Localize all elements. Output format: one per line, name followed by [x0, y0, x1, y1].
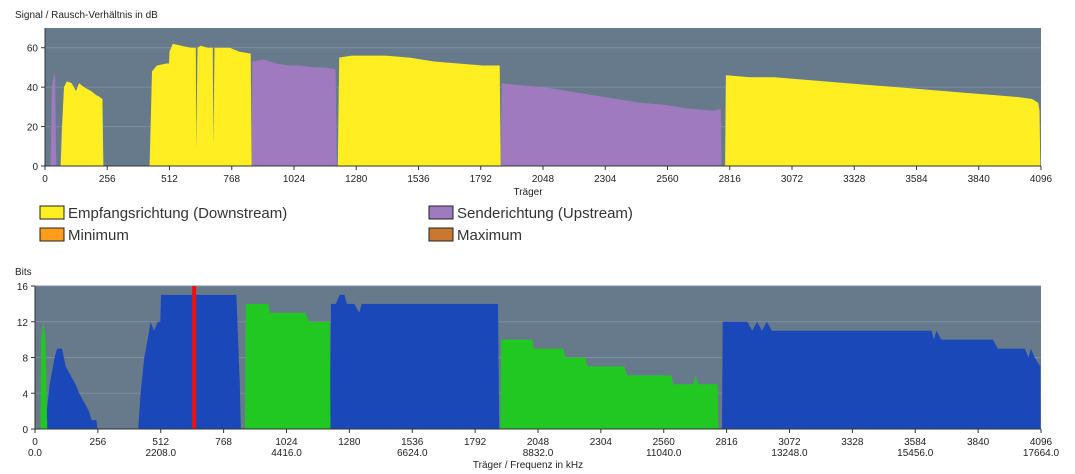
x-freq-tick-label: 15456.0	[897, 448, 934, 459]
series-0-area-1	[138, 294, 241, 429]
x-tick-label: 2560	[653, 437, 676, 448]
x-tick-label: 1792	[470, 174, 493, 185]
x-freq-tick-label: 4416.0	[271, 448, 302, 459]
y-tick-label: 8	[22, 354, 28, 365]
snr-chart-title: Signal / Rausch-Verhältnis in dB	[15, 10, 158, 21]
x-tick-label: 512	[152, 437, 169, 448]
x-tick-label: 256	[90, 437, 107, 448]
x-tick-label: 512	[161, 174, 178, 185]
x-tick-label: 2304	[590, 437, 613, 448]
x-freq-tick-label: 6624.0	[397, 448, 428, 459]
y-tick-label: 40	[27, 83, 39, 94]
series-0-area-3	[725, 75, 1041, 166]
snr-series-areas	[50, 43, 1041, 166]
snr-x-axis-label: Träger	[513, 187, 543, 198]
x-tick-label: 3584	[904, 437, 927, 448]
series-1-area-2	[500, 83, 722, 166]
x-tick-label: 3072	[778, 437, 801, 448]
snr-chart: Signal / Rausch-Verhältnis in dB 0 20 40 60…	[15, 10, 1053, 198]
series-1-area-1	[245, 303, 331, 429]
x-freq-tick-label: 13248.0	[771, 448, 808, 459]
x-tick-label: 1536	[401, 437, 424, 448]
x-freq-tick-label: 8832.0	[523, 448, 554, 459]
series-0-area-1	[149, 43, 252, 166]
x-tick-label: 2816	[719, 174, 742, 185]
x-tick-label: 2304	[594, 174, 617, 185]
series-0-area-0	[60, 81, 104, 166]
x-tick-label: 3328	[841, 437, 864, 448]
legend-label: Maximum	[457, 227, 522, 244]
x-tick-label: 1792	[464, 437, 487, 448]
bits-chart-title: Bits	[15, 267, 32, 278]
legend-label: Minimum	[68, 227, 129, 244]
x-tick-label: 4096	[1030, 174, 1053, 185]
y-tick-label: 12	[17, 318, 29, 329]
series-0-area-2	[337, 55, 501, 166]
series-1-area-0	[50, 73, 57, 166]
x-tick-label: 3328	[843, 174, 866, 185]
series-0-area-3	[722, 321, 1041, 429]
x-tick-label: 4096	[1030, 437, 1053, 448]
legend-swatch	[39, 227, 65, 242]
legend-swatch	[39, 205, 65, 220]
x-tick-label: 256	[99, 174, 116, 185]
y-tick-label: 0	[22, 425, 28, 436]
series-1-area-1	[251, 59, 337, 166]
x-tick-label: 3072	[781, 174, 804, 185]
x-tick-label: 2048	[532, 174, 555, 185]
snr-axes: 0 20 40 60 0 256 512 768 1024 1280 1536 1792 2048 230…	[27, 28, 1053, 185]
y-tick-label: 20	[27, 123, 39, 134]
x-tick-label: 1280	[345, 174, 368, 185]
x-freq-tick-label: 2208.0	[145, 448, 176, 459]
series-1-area-0	[40, 321, 48, 429]
bits-x-axis-label: Träger / Frequenz in kHz	[473, 460, 583, 471]
x-tick-label: 0	[42, 174, 48, 185]
legend-label: Senderichtung (Upstream)	[457, 205, 633, 222]
x-tick-label: 1536	[407, 174, 430, 185]
x-tick-label: 1024	[283, 174, 306, 185]
legend-label: Empfangsrichtung (Downstream)	[68, 205, 287, 222]
x-tick-label: 768	[223, 174, 240, 185]
legend-swatch	[428, 205, 454, 220]
x-freq-tick-label: 0.0	[28, 448, 42, 459]
y-tick-label: 16	[17, 282, 29, 293]
chart-legend: Empfangsrichtung (Downstream) Senderichtu…	[39, 205, 633, 244]
x-tick-label: 3584	[905, 174, 928, 185]
x-tick-label: 1024	[275, 437, 298, 448]
x-tick-label: 2816	[716, 437, 739, 448]
y-tick-label: 4	[22, 389, 28, 400]
x-tick-label: 0	[32, 437, 38, 448]
y-tick-label: 60	[27, 44, 39, 55]
y-tick-label: 0	[32, 162, 38, 173]
x-tick-label: 1280	[338, 437, 361, 448]
x-tick-label: 2560	[656, 174, 679, 185]
x-freq-tick-label: 17664.0	[1023, 448, 1060, 459]
x-tick-label: 3840	[967, 437, 990, 448]
x-tick-label: 3840	[968, 174, 991, 185]
series-1-area-2	[500, 339, 719, 429]
bits-series-areas	[40, 294, 1041, 429]
series-0-area-2	[329, 294, 500, 429]
x-freq-tick-label: 11040.0	[646, 448, 682, 459]
x-tick-label: 2048	[527, 437, 550, 448]
x-tick-label: 768	[215, 437, 232, 448]
series-0-area-0	[44, 348, 98, 429]
legend-swatch	[428, 227, 454, 242]
